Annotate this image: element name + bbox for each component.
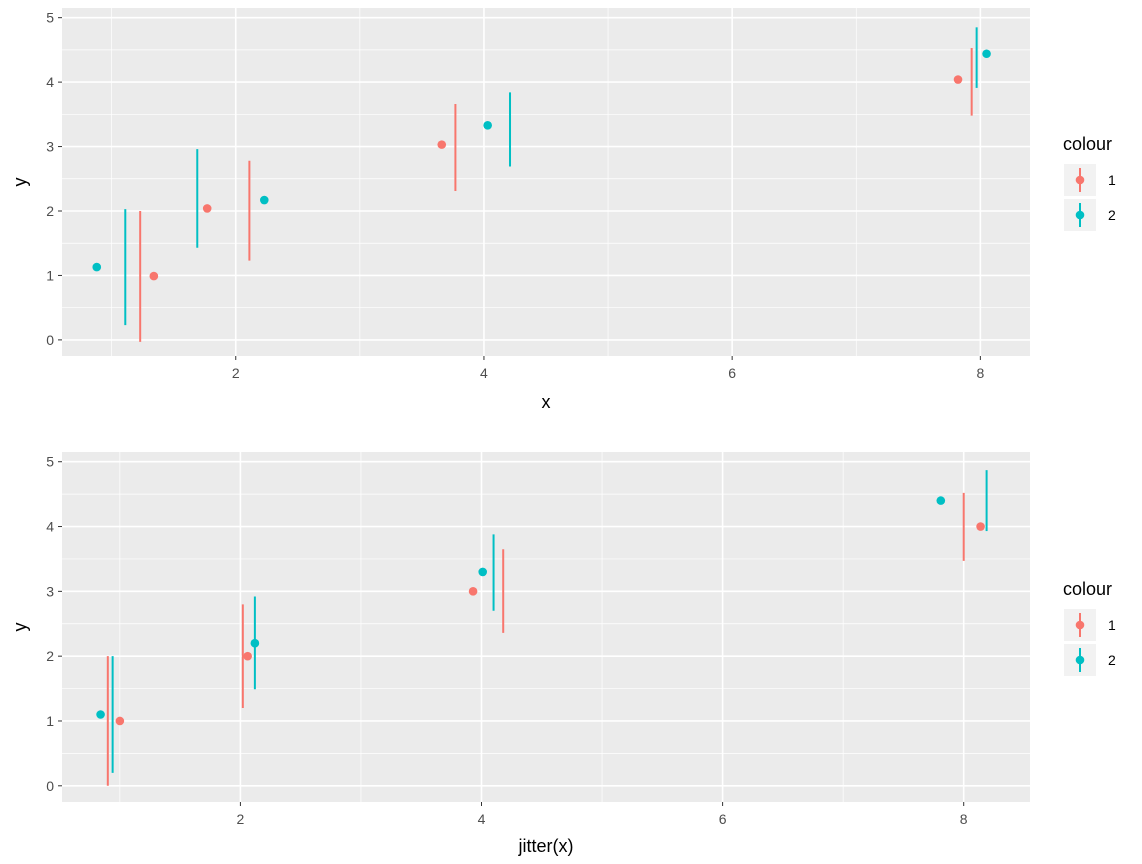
x-tick-label: 8 [960, 811, 968, 827]
data-point-series-1 [243, 651, 252, 661]
y-tick-label: 0 [46, 778, 54, 794]
legend: colour 1 2 [1063, 134, 1116, 231]
y-tick-label: 3 [46, 583, 54, 599]
legend-key-point [1075, 655, 1085, 665]
data-point-series-2 [982, 49, 991, 59]
legend-label: 1 [1108, 617, 1116, 633]
axis-ticks: 2 4 6 8 0 1 2 3 4 5 [46, 10, 984, 381]
chart-panel-top: 2 4 6 8 0 1 2 3 4 5 x y colour 1 2 [10, 8, 1116, 412]
legend-label: 2 [1108, 207, 1116, 223]
y-tick-label: 4 [46, 519, 54, 535]
x-axis-title: jitter(x) [518, 836, 574, 856]
data-points [92, 49, 991, 281]
chart-panel-bottom: 2 4 6 8 0 1 2 3 4 5 jitter(x) y colour 1 2 [10, 452, 1116, 856]
legend-key-point [1075, 210, 1085, 220]
legend-title: colour [1063, 579, 1112, 599]
data-point-series-2 [250, 638, 260, 648]
y-tick-label: 2 [46, 648, 54, 664]
data-point-series-2 [478, 567, 488, 577]
data-point-series-1 [953, 75, 963, 84]
x-tick-label: 4 [480, 365, 488, 381]
x-tick-label: 2 [237, 811, 245, 827]
data-point-series-1 [149, 271, 159, 281]
y-axis-title: y [10, 623, 30, 632]
data-point-series-2 [92, 262, 102, 272]
data-point-series-1 [202, 204, 212, 213]
grid-lines [62, 452, 1030, 802]
x-tick-label: 4 [478, 811, 486, 827]
y-tick-label: 5 [46, 454, 54, 470]
y-tick-label: 5 [46, 10, 54, 26]
grid-lines [62, 8, 1030, 356]
y-tick-label: 4 [46, 74, 54, 90]
y-tick-label: 0 [46, 332, 54, 348]
x-tick-label: 6 [728, 365, 736, 381]
error-bars [124, 27, 978, 342]
data-point-series-1 [437, 140, 447, 149]
plot-background [62, 8, 1030, 356]
legend: colour 1 2 [1063, 579, 1116, 676]
data-point-series-2 [483, 120, 492, 130]
y-tick-label: 3 [46, 139, 54, 155]
data-point-series-2 [96, 710, 105, 719]
data-point-series-2 [259, 195, 269, 205]
data-points [96, 496, 985, 726]
x-axis-title: x [542, 392, 551, 412]
legend-label: 2 [1108, 652, 1116, 668]
legend-label: 1 [1108, 172, 1116, 188]
data-point-series-2 [936, 496, 946, 505]
y-tick-label: 1 [46, 713, 54, 729]
legend-key-point [1075, 620, 1085, 630]
x-tick-label: 6 [719, 811, 727, 827]
axis-ticks: 2 4 6 8 0 1 2 3 4 5 [46, 454, 968, 827]
data-point-series-1 [976, 522, 985, 531]
y-tick-label: 2 [46, 203, 54, 219]
legend-key-point [1075, 175, 1085, 185]
legend-title: colour [1063, 134, 1112, 154]
y-axis-title: y [10, 178, 30, 187]
data-point-series-1 [468, 587, 478, 596]
data-point-series-1 [115, 716, 125, 726]
x-tick-label: 2 [232, 365, 240, 381]
y-tick-label: 1 [46, 267, 54, 283]
plot-background [62, 452, 1030, 802]
x-tick-label: 8 [976, 365, 984, 381]
